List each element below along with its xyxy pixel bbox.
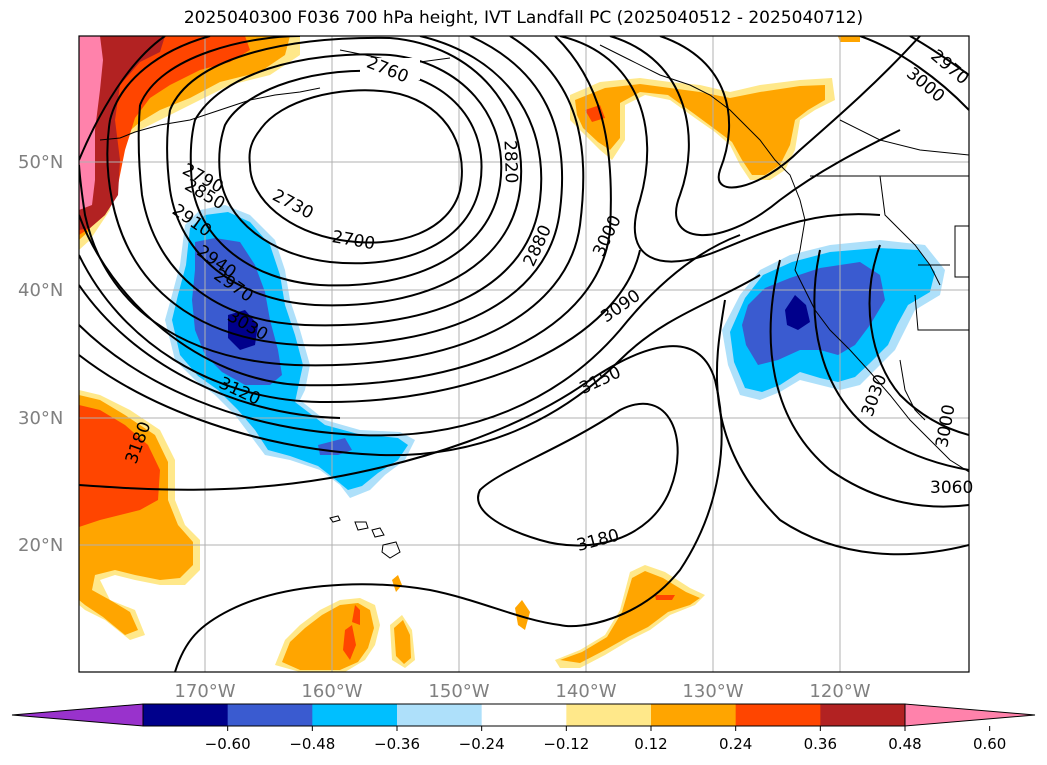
height-contours [79,36,969,672]
lat-label: 20°N [18,535,63,556]
lon-labels: 170°W 160°W 150°W 140°W 130°W 120°W [174,681,870,702]
colorbar-extend-high [905,704,1035,726]
colorbar-segment [651,704,737,726]
ivt-negative-east [722,240,945,400]
lon-label: 130°W [682,681,743,702]
colorbar-tick-label: −0.24 [459,735,505,753]
colorbar-tick-label: 0.24 [719,735,752,753]
lat-labels: 50°N 40°N 30°N 20°N [18,152,63,556]
colorbar-tick-label: 0.48 [888,735,921,753]
contour-label: 3060 [930,478,973,498]
ivt-positive-nw [79,36,300,250]
map-frame [78,35,970,673]
colorbar-tick-label: −0.48 [289,735,335,753]
contour-label: 2820 [499,140,520,184]
colorbar-segment [227,704,313,726]
colorbar-tick-label: 0.60 [973,735,1006,753]
lat-label: 50°N [18,152,63,173]
colorbar-tick-label: −0.60 [205,735,251,753]
colorbar-segment [481,704,567,726]
lon-label: 150°W [428,681,489,702]
lon-label: 160°W [301,681,362,702]
ivt-positive-sw [79,390,200,640]
colorbar-segment [397,704,483,726]
lat-label: 40°N [18,280,63,301]
colorbar-extend-low [12,704,143,726]
colorbar-segment [312,704,398,726]
lon-label: 170°W [174,681,235,702]
map-title: 2025040300 F036 700 hPa height, IVT Land… [183,8,864,28]
ivt-positive-south [275,565,705,672]
colorbar-tick-label: 0.36 [804,735,837,753]
colorbar-segment [566,704,652,726]
colorbar: −0.60 −0.48 −0.36 −0.24 −0.12 0.12 0.24 0.36 0.4… [11,703,1036,753]
colorbar-segment [143,704,229,726]
colorbar-tick-label: 0.12 [634,735,667,753]
lon-label: 140°W [555,681,616,702]
lon-label: 120°W [809,681,870,702]
graticule [79,36,969,672]
lat-label: 30°N [18,408,63,429]
coastlines [99,44,969,559]
colorbar-segment [820,704,906,726]
colorbar-segment [735,704,821,726]
colorbar-tick-label: −0.36 [374,735,420,753]
colorbar-tick-label: −0.12 [543,735,589,753]
map-area [79,36,969,672]
